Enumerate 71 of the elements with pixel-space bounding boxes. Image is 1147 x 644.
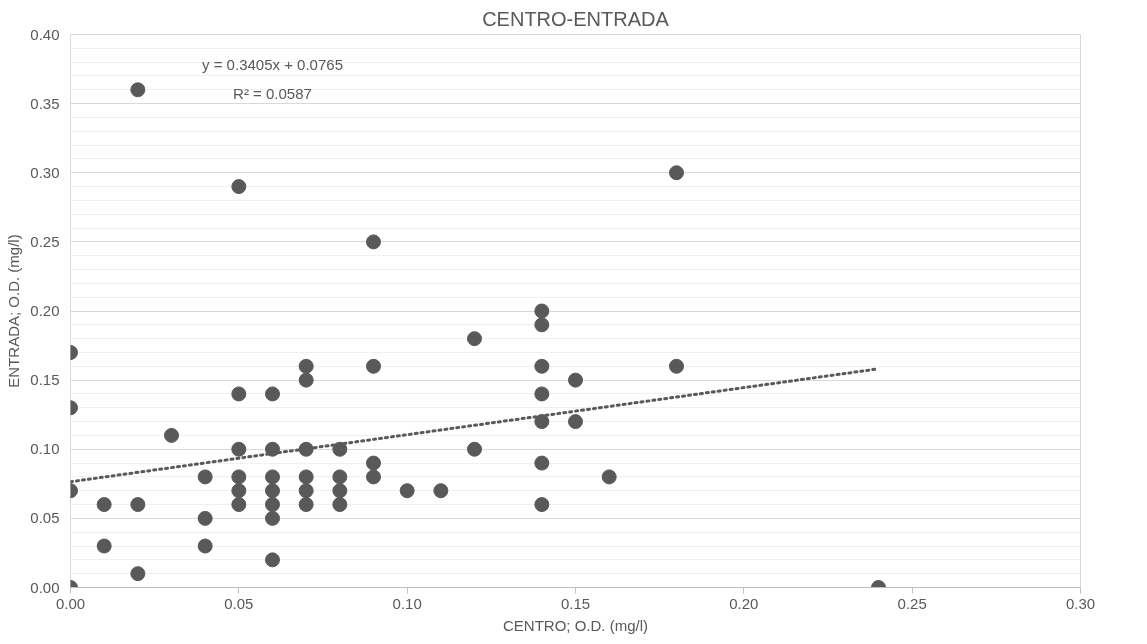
point [265,483,280,499]
point [96,497,112,513]
point [534,358,550,374]
point [601,469,617,485]
point [467,441,482,457]
point [197,510,213,526]
point [534,303,550,319]
x-tick-label: 0.10 [392,594,422,612]
point [433,483,449,499]
y-tick-label: 0.00 [30,578,60,596]
point [96,538,112,554]
point [534,497,550,513]
point [568,414,583,430]
y-axis-title: ENTRADA; O.D. (mg/l) [5,234,23,388]
point [265,469,280,485]
point [534,414,550,430]
point [568,372,583,388]
y-tick-label: 0.15 [30,371,60,389]
annotation: y = 0.3405x + 0.0765 [202,56,343,74]
point [265,510,280,526]
x-axis-title: CENTRO; O.D. (mg/l) [503,616,648,634]
point [231,386,247,402]
point [298,483,314,499]
y-tick-label: 0.05 [30,509,60,527]
point [197,538,213,554]
point [332,441,348,457]
point [534,386,550,402]
point [130,497,146,513]
x-tick-label: 0.20 [729,594,759,612]
x-tick-label: 0.15 [560,594,591,612]
point [669,358,684,374]
point [399,483,415,499]
y-tick-label: 0.25 [30,232,60,250]
y-tick-label: 0.35 [30,94,60,112]
chart-title: CENTRO-ENTRADA [482,7,670,30]
point [332,483,348,499]
point [130,566,146,582]
point [231,483,247,499]
y-tick-label: 0.40 [30,25,60,43]
y-tick-label: 0.10 [30,440,60,458]
point [298,497,314,513]
y-tick-label: 0.30 [30,163,60,181]
point [298,372,314,388]
point [366,358,381,374]
point [231,179,247,195]
x-tick-label: 0.00 [55,594,86,612]
point [332,469,348,485]
point [366,455,381,471]
point [164,427,179,443]
annotation: R² = 0.0587 [233,85,312,103]
point [298,358,314,374]
point [467,331,482,347]
x-tick-label: 0.05 [224,594,254,612]
point [265,552,280,568]
point [534,455,550,471]
point [231,497,247,513]
point [197,469,213,485]
point [265,497,280,513]
point [332,497,348,513]
point [298,469,314,485]
x-tick-label: 0.25 [897,594,927,612]
point [366,469,381,485]
y-tick-label: 0.20 [30,302,60,319]
x-tick-label: 0.30 [1065,594,1096,612]
point [669,165,684,181]
point [231,469,247,485]
point [265,386,280,402]
point [534,317,550,333]
point [366,234,381,250]
point [130,82,146,98]
point [231,441,247,457]
